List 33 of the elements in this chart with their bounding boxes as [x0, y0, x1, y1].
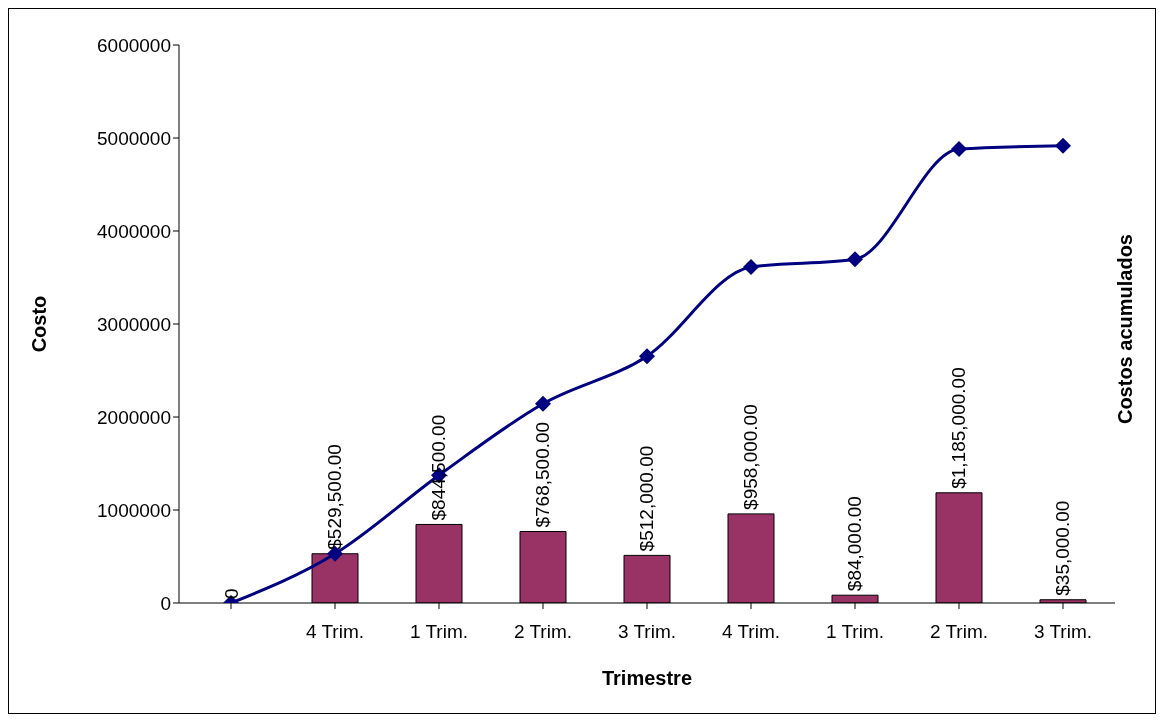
x-tick-label: 3 Trim. — [617, 621, 677, 643]
data-label: $958,000.00 — [740, 404, 762, 510]
y-tick-label: 0 — [160, 592, 171, 614]
point — [639, 348, 655, 365]
y-tick-label: 2000000 — [97, 406, 171, 428]
data-label: 0 — [220, 588, 242, 599]
x-tick-label: 1 Trim. — [409, 621, 469, 643]
data-label: $84,000.00 — [844, 496, 866, 592]
point — [847, 251, 863, 268]
y-tick-label: 3000000 — [97, 313, 171, 335]
x-axis-title: Trimestre — [601, 667, 693, 689]
point — [951, 141, 967, 158]
x-tick-label: 4 Trim. — [305, 621, 365, 643]
x-tick-label: 3 Trim. — [1033, 621, 1093, 643]
data-label: $844,500.00 — [428, 414, 450, 521]
data-label: $1,185,000.00 — [948, 367, 970, 489]
y-tick-label: 6000000 — [97, 34, 171, 56]
point — [1055, 137, 1071, 154]
data-label: $529,500.00 — [324, 444, 346, 550]
x-tick-label: 4 Trim. — [721, 621, 781, 643]
y-tick-label: 4000000 — [97, 220, 171, 242]
y-axis-title: Costo — [28, 295, 51, 353]
data-label: $512,000.00 — [636, 445, 658, 552]
y-tick-label: 1000000 — [97, 499, 171, 521]
point — [535, 395, 551, 412]
x-tick-label: 2 Trim. — [513, 621, 573, 643]
data-label: $768,500.00 — [532, 421, 554, 528]
point — [743, 259, 759, 276]
x-tick-label: 1 Trim. — [825, 621, 885, 643]
y2-axis-title: Costos acumulados — [1114, 233, 1137, 425]
y-tick-label: 5000000 — [97, 127, 171, 149]
data-label: $35,000.00 — [1052, 500, 1074, 596]
x-tick-label: 2 Trim. — [929, 621, 989, 643]
